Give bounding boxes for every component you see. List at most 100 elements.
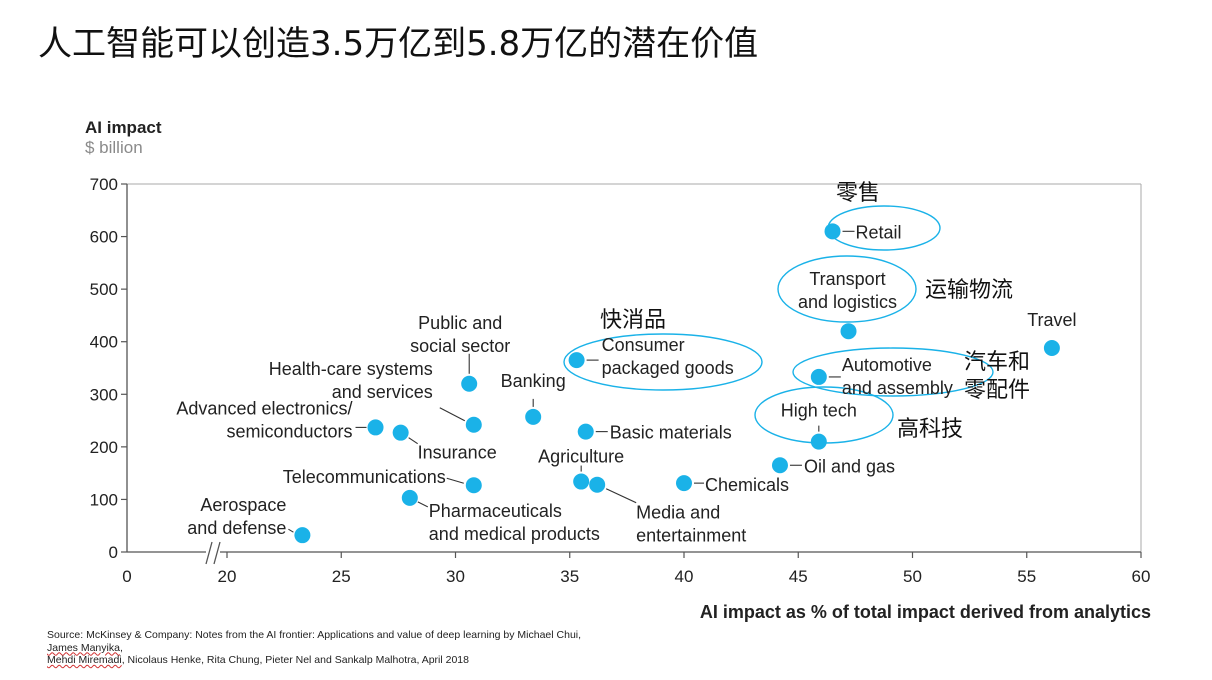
- x-tick-label: 45: [789, 567, 808, 586]
- point-high-tech: [810, 433, 827, 450]
- point-label-advanced-electronics: Advanced electronics/: [176, 398, 352, 418]
- point-insurance: [392, 424, 409, 441]
- axis-break-mark: [205, 541, 213, 565]
- point-label-pharma: and medical products: [429, 524, 600, 544]
- leader-lines: [288, 230, 855, 533]
- source-author-name: James Manyika: [47, 641, 120, 654]
- leader-line-health: [439, 407, 466, 422]
- point-label-travel: Travel: [1027, 310, 1076, 330]
- point-retail: [824, 223, 841, 240]
- point-label-automotive: and assembly: [842, 378, 953, 398]
- point-agriculture: [573, 473, 590, 490]
- point-label-automotive: Automotive: [842, 355, 932, 375]
- point-label-media: Media and: [636, 503, 720, 523]
- source-line-3: Mehdi Miremadi, Nicolaus Henke, Rita Chu…: [47, 654, 581, 667]
- point-telecom: [465, 477, 482, 494]
- point-label-transport: Transport: [809, 269, 885, 289]
- point-pharma: [401, 489, 418, 506]
- x-axis-title: AI impact as % of total impact derived f…: [700, 602, 1151, 622]
- leader-line-aerospace: [288, 528, 294, 533]
- leader-line-media: [605, 488, 637, 504]
- source-line-3-rest: , Nicolaus Henke, Rita Chung, Pieter Nel…: [121, 654, 469, 666]
- x-tick-label: 0: [122, 567, 131, 586]
- y-tick-label: 700: [90, 175, 118, 194]
- point-label-agriculture: Agriculture: [538, 447, 624, 467]
- x-tick-label: 30: [446, 567, 465, 586]
- leader-line-telecom: [446, 477, 464, 484]
- point-label-oil-gas: Oil and gas: [804, 456, 895, 476]
- point-label-health: and services: [332, 382, 433, 402]
- point-label-banking: Banking: [501, 371, 566, 391]
- x-tick-label: 20: [218, 567, 237, 586]
- point-labels: Retail Transport and logistics Travel Automo…: [176, 222, 1076, 545]
- point-label-retail: Retail: [856, 222, 902, 242]
- leader-line-pharma: [417, 501, 429, 508]
- leader-line-insurance: [408, 437, 418, 445]
- point-travel: [1043, 340, 1060, 357]
- source-line-2: James Manyika,: [47, 642, 581, 655]
- source-line-2-suffix: ,: [119, 641, 123, 654]
- point-label-health: Health-care systems: [269, 359, 433, 379]
- y-tick-label: 100: [90, 490, 118, 509]
- x-tick-label: 60: [1132, 567, 1151, 586]
- y-axis-unit: $ billion: [85, 138, 143, 157]
- point-label-consumer: packaged goods: [602, 358, 734, 378]
- point-health: [465, 416, 482, 433]
- point-label-media: entertainment: [636, 526, 746, 546]
- point-advanced-electronics: [367, 419, 384, 436]
- y-tick-label: 400: [90, 333, 118, 352]
- x-tick-label: 25: [332, 567, 351, 586]
- point-label-high-tech: High tech: [781, 401, 857, 421]
- highlight-ellipse-transport: [777, 255, 917, 323]
- point-label-advanced-electronics: semiconductors: [226, 421, 352, 441]
- annotation-transport: 运输物流: [925, 278, 1013, 303]
- y-tick-label: 500: [90, 280, 118, 299]
- x-tick-label: 40: [675, 567, 694, 586]
- point-label-consumer: Consumer: [602, 335, 685, 355]
- point-label-pharma: Pharmaceuticals: [429, 501, 562, 521]
- point-public: [461, 375, 478, 392]
- annotation-retail: 零售: [836, 181, 880, 206]
- highlight-ellipse-automotive: [792, 347, 994, 397]
- point-label-aerospace: and defense: [187, 518, 286, 538]
- point-consumer: [568, 352, 585, 369]
- highlight-ellipse-consumer: [563, 333, 763, 391]
- source-line-1: Source: McKinsey & Company: Notes from t…: [47, 629, 582, 641]
- point-oil-gas: [771, 457, 788, 474]
- x-tick-label: 55: [1017, 567, 1036, 586]
- axis-break-mark: [213, 541, 221, 565]
- annotation-automotive: 零配件: [964, 378, 1030, 403]
- point-aerospace: [294, 527, 311, 544]
- data-points: [294, 223, 1060, 544]
- axis-break-gap: [206, 549, 220, 555]
- y-tick-label: 600: [90, 228, 118, 247]
- point-label-telecom: Telecommunications: [283, 467, 446, 487]
- point-label-insurance: Insurance: [418, 443, 497, 463]
- annotation-automotive: 汽车和: [964, 350, 1030, 375]
- annotation-consumer: 快消品: [600, 308, 666, 333]
- point-label-public: social sector: [410, 336, 510, 356]
- y-tick-label: 200: [90, 438, 118, 457]
- point-media: [589, 476, 606, 493]
- point-label-transport: and logistics: [798, 292, 897, 312]
- y-tick-label: 0: [109, 543, 118, 562]
- source-author-name: Mehdi Miremadi: [47, 654, 122, 666]
- point-label-chemicals: Chemicals: [705, 475, 789, 495]
- point-label-basic-materials: Basic materials: [610, 423, 732, 443]
- y-tick-label: 300: [90, 385, 118, 404]
- source-note: Source: McKinsey & Company: Notes from t…: [47, 629, 581, 667]
- slide-title: 人工智能可以创造3.5万亿到5.8万亿的潜在价值: [38, 24, 759, 64]
- scatter-chart: 0 100 200 300 400 500 600 700 0 20 25 30 35 40 45 50 55 6…: [85, 118, 1151, 622]
- annotation-high-tech: 高科技: [897, 417, 963, 442]
- point-transport: [840, 323, 857, 340]
- point-basic-materials: [577, 423, 594, 440]
- axes: 0 100 200 300 400 500 600 700 0 20 25 30 35 40 45 50 55 6…: [85, 118, 1151, 622]
- highlight-ellipses: [563, 205, 994, 444]
- x-tick-label: 50: [903, 567, 922, 586]
- x-tick-label: 35: [560, 567, 579, 586]
- point-label-aerospace: Aerospace: [200, 495, 286, 515]
- y-axis-title: AI impact: [85, 118, 162, 137]
- point-automotive: [810, 368, 827, 385]
